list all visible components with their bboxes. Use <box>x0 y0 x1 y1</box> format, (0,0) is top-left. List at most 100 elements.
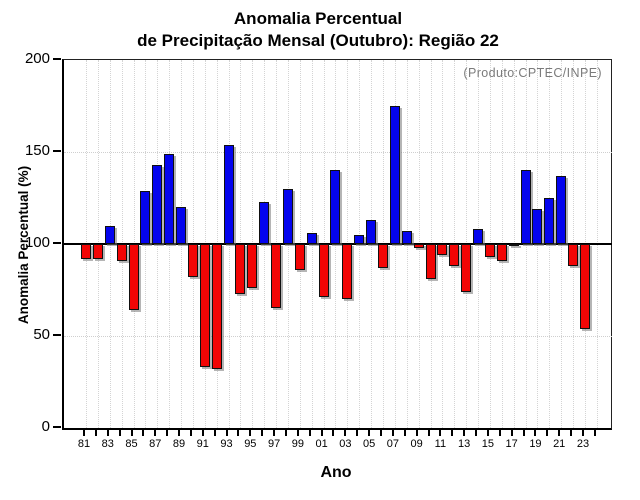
bar-2014 <box>473 229 484 244</box>
bar-1985 <box>128 244 139 311</box>
y-axis-tick <box>53 58 61 60</box>
bar-1982 <box>92 244 103 259</box>
bar-2021 <box>556 175 567 244</box>
bar-2013 <box>461 244 472 292</box>
bar-1990 <box>187 244 198 278</box>
x-axis-tick <box>391 429 394 436</box>
bar-2010 <box>425 244 436 279</box>
x-axis-tick <box>427 429 430 436</box>
x-axis-tick-label: 05 <box>362 438 376 450</box>
bar-2019 <box>532 209 543 244</box>
bar-1986 <box>140 190 151 244</box>
product-annotation: (Produto:CPTEC/INPE) <box>463 66 602 80</box>
x-axis-tick <box>273 429 276 436</box>
y-axis-tick <box>53 242 61 244</box>
x-axis-tick <box>403 429 406 436</box>
plot-area <box>62 59 612 430</box>
x-axis-tick <box>475 429 478 436</box>
x-axis-tick-label: 93 <box>220 438 233 450</box>
horizontal-gridline <box>64 336 612 337</box>
bar-2007 <box>389 106 400 244</box>
bar-1994 <box>235 244 246 294</box>
x-axis-tick-label: 99 <box>291 438 304 450</box>
x-axis-tick <box>558 429 561 436</box>
x-axis-tick <box>344 429 347 436</box>
bar-2011 <box>437 244 448 256</box>
bar-1996 <box>259 201 270 244</box>
x-axis-tick <box>261 429 264 436</box>
y-axis-tick <box>53 150 61 152</box>
bar-2022 <box>568 244 579 267</box>
y-axis-tick-label: 50 <box>33 326 50 343</box>
chart-title-line1: Anomalia Percentual <box>233 9 403 28</box>
x-axis-tick <box>284 429 287 436</box>
bar-2012 <box>449 244 460 267</box>
x-axis-tick <box>308 429 311 436</box>
y-axis-tick <box>53 426 61 428</box>
y-axis-tick-label: 100 <box>24 234 50 251</box>
y-axis-tick <box>53 334 61 336</box>
x-axis-tick <box>581 429 584 436</box>
x-axis-tick-label: 11 <box>434 438 447 450</box>
y-axis-tick-label: 0 <box>41 418 50 435</box>
x-axis-tick <box>498 429 501 436</box>
x-axis-tick <box>94 429 97 436</box>
bar-2023 <box>579 244 590 329</box>
x-axis-tick <box>368 429 371 436</box>
x-axis-tick-label: 13 <box>458 438 471 450</box>
x-axis-tick-label: 81 <box>77 438 91 450</box>
y-axis-tick-label: 200 <box>24 50 50 67</box>
bar-2009 <box>413 244 424 248</box>
bar-1992 <box>211 244 222 370</box>
chart-title-line2: de Precipitação Mensal (Outubro): Região… <box>137 31 499 50</box>
x-axis-tick <box>130 429 133 436</box>
x-axis-tick <box>486 429 489 436</box>
x-axis-tick <box>546 429 549 436</box>
x-axis-tick <box>534 429 537 436</box>
bar-2017 <box>508 244 519 246</box>
bar-1991 <box>199 244 210 368</box>
bar-2003 <box>342 244 353 300</box>
bar-1981 <box>81 244 91 259</box>
bar-1983 <box>104 225 115 244</box>
x-axis-tick-label: 87 <box>149 438 162 450</box>
bar-1997 <box>271 244 282 309</box>
x-axis-tick-label: 03 <box>339 438 352 450</box>
x-axis-tick <box>166 429 169 436</box>
x-axis-tick <box>510 429 513 436</box>
x-axis-tick-label: 17 <box>505 438 518 450</box>
x-axis-tick <box>249 429 252 436</box>
x-axis-tick <box>189 429 192 436</box>
bar-1993 <box>223 144 234 244</box>
bar-2000 <box>306 232 317 244</box>
x-axis-tick <box>118 429 121 436</box>
bar-1989 <box>176 207 187 244</box>
x-axis-tick <box>296 429 299 436</box>
x-axis-tick-label: 01 <box>315 438 328 450</box>
x-axis-tick-label: 19 <box>529 438 542 450</box>
x-axis-tick <box>593 429 596 436</box>
x-axis-tick-label: 91 <box>196 438 209 450</box>
x-axis-tick <box>106 429 109 436</box>
baseline-100 <box>64 243 612 245</box>
x-axis-tick-label: 09 <box>410 438 423 450</box>
x-axis-tick <box>332 429 335 436</box>
x-axis-tick <box>320 429 323 436</box>
x-axis-title: Ano <box>320 464 352 481</box>
bar-2005 <box>366 220 377 244</box>
bar-2006 <box>378 244 388 268</box>
bar-1999 <box>294 244 305 270</box>
x-axis-tick-label: 95 <box>244 438 257 450</box>
x-axis-tick <box>213 429 216 436</box>
x-axis-tick <box>439 429 442 436</box>
x-axis-tick-label: 85 <box>125 438 138 450</box>
x-axis-tick-label: 15 <box>481 438 495 450</box>
bar-2008 <box>401 231 412 244</box>
bar-2004 <box>354 234 365 244</box>
x-axis-tick <box>463 429 466 436</box>
x-axis-tick-label: 97 <box>267 438 281 450</box>
x-axis-tick <box>154 429 157 436</box>
x-axis-tick <box>356 429 359 436</box>
y-axis-tick-label: 150 <box>24 142 50 159</box>
bar-2020 <box>544 198 555 244</box>
